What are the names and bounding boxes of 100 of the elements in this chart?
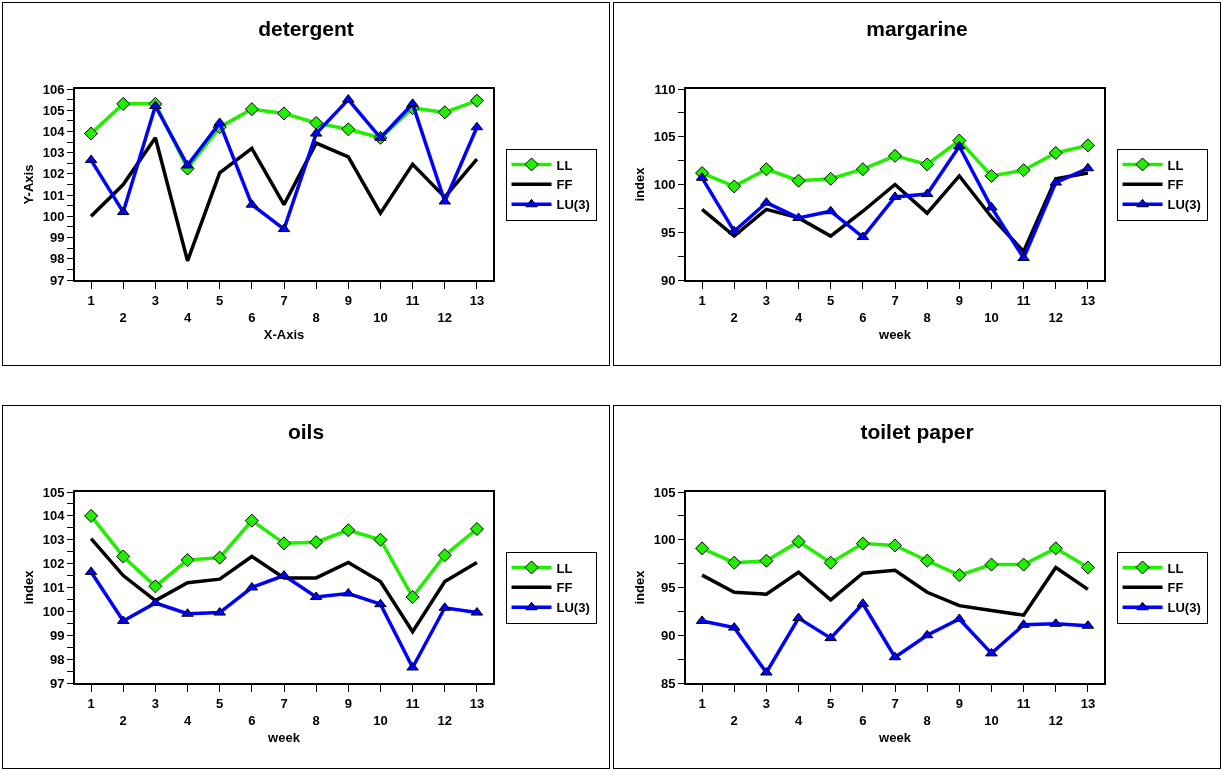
legend-label: LL bbox=[1167, 560, 1184, 576]
y-tick-label: 100 bbox=[42, 208, 65, 224]
y-tick-label: 97 bbox=[49, 272, 65, 288]
y-tick-label: 105 bbox=[653, 129, 676, 145]
x-tick-label: 8 bbox=[312, 712, 320, 728]
y-tick-label: 106 bbox=[42, 81, 65, 97]
x-tick-label: 8 bbox=[923, 712, 931, 728]
x-tick-label: 4 bbox=[794, 309, 803, 325]
x-tick-label: 6 bbox=[859, 309, 867, 325]
y-tick-label: 104 bbox=[42, 123, 66, 139]
legend-label: LU(3) bbox=[1167, 600, 1201, 616]
x-tick-label: 5 bbox=[827, 292, 835, 308]
x-tick-label: 12 bbox=[1048, 309, 1063, 325]
y-tick-label: 102 bbox=[42, 556, 65, 572]
x-axis-title: week bbox=[878, 326, 912, 342]
x-tick-label: 1 bbox=[698, 292, 706, 308]
y-axis-title: Y-Axis bbox=[21, 164, 37, 205]
y-tick-label: 100 bbox=[42, 603, 65, 619]
x-tick-label: 9 bbox=[344, 695, 352, 711]
x-tick-label: 3 bbox=[151, 292, 159, 308]
x-tick-label: 6 bbox=[248, 309, 256, 325]
x-tick-label: 5 bbox=[216, 292, 224, 308]
legend-label: LL bbox=[556, 157, 573, 173]
x-tick-label: 1 bbox=[698, 695, 706, 711]
x-tick-label: 5 bbox=[827, 695, 835, 711]
x-tick-label: 7 bbox=[280, 695, 288, 711]
x-tick-label: 4 bbox=[794, 712, 803, 728]
y-tick-label: 100 bbox=[653, 177, 676, 193]
chart-title: margarine bbox=[866, 16, 968, 40]
x-tick-label: 10 bbox=[373, 712, 388, 728]
x-tick-label: 13 bbox=[1080, 292, 1096, 308]
x-tick-label: 10 bbox=[373, 309, 388, 325]
y-tick-label: 90 bbox=[660, 627, 676, 643]
x-tick-label: 5 bbox=[216, 695, 224, 711]
x-tick-label: 4 bbox=[183, 712, 192, 728]
y-axis-title: index bbox=[632, 569, 648, 605]
legend-label: LU(3) bbox=[556, 600, 590, 616]
x-axis-title: X-Axis bbox=[263, 326, 305, 342]
y-tick-label: 105 bbox=[42, 484, 65, 500]
legend-label: FF bbox=[1167, 580, 1184, 596]
x-tick-label: 11 bbox=[1016, 292, 1031, 308]
y-tick-label: 101 bbox=[42, 580, 65, 596]
legend-label: FF bbox=[1167, 177, 1184, 193]
x-tick-label: 3 bbox=[151, 695, 159, 711]
x-tick-label: 1 bbox=[87, 695, 95, 711]
x-tick-label: 10 bbox=[984, 309, 999, 325]
x-axis-title: week bbox=[267, 729, 301, 745]
legend-label: LU(3) bbox=[556, 197, 590, 213]
chart-title: oils bbox=[287, 419, 325, 443]
y-tick-label: 103 bbox=[42, 145, 65, 161]
x-tick-label: 12 bbox=[437, 309, 452, 325]
x-tick-label: 2 bbox=[730, 712, 738, 728]
x-tick-label: 7 bbox=[891, 292, 899, 308]
x-tick-label: 7 bbox=[891, 695, 899, 711]
y-tick-label: 105 bbox=[42, 102, 65, 118]
y-tick-label: 98 bbox=[49, 651, 65, 667]
x-tick-label: 10 bbox=[984, 712, 999, 728]
x-tick-label: 3 bbox=[762, 292, 770, 308]
y-tick-label: 105 bbox=[653, 484, 676, 500]
y-axis-title: index bbox=[632, 166, 648, 202]
x-tick-label: 11 bbox=[405, 695, 420, 711]
x-tick-label: 9 bbox=[955, 695, 963, 711]
legend-label: LL bbox=[1167, 157, 1184, 173]
x-tick-label: 4 bbox=[183, 309, 192, 325]
x-axis-title: week bbox=[878, 729, 912, 745]
x-tick-label: 3 bbox=[762, 695, 770, 711]
x-tick-label: 13 bbox=[469, 695, 485, 711]
x-tick-label: 1 bbox=[87, 292, 95, 308]
y-tick-label: 110 bbox=[654, 81, 676, 97]
x-tick-label: 9 bbox=[955, 292, 963, 308]
x-tick-label: 7 bbox=[280, 292, 288, 308]
y-tick-label: 95 bbox=[660, 580, 676, 596]
y-tick-label: 85 bbox=[660, 675, 676, 691]
y-axis-title: index bbox=[21, 569, 37, 605]
y-tick-label: 97 bbox=[49, 675, 65, 691]
y-tick-label: 98 bbox=[49, 251, 65, 267]
y-tick-label: 102 bbox=[42, 166, 65, 182]
chart-title: toilet paper bbox=[860, 419, 974, 443]
x-tick-label: 12 bbox=[1048, 712, 1063, 728]
x-tick-label: 9 bbox=[344, 292, 352, 308]
x-tick-label: 6 bbox=[248, 712, 256, 728]
y-tick-label: 101 bbox=[42, 187, 65, 203]
y-tick-label: 103 bbox=[42, 532, 65, 548]
legend-label: LL bbox=[556, 560, 573, 576]
legend-label: FF bbox=[556, 177, 573, 193]
x-tick-label: 8 bbox=[923, 309, 931, 325]
x-tick-label: 12 bbox=[437, 712, 452, 728]
y-tick-label: 100 bbox=[653, 532, 676, 548]
legend-label: LU(3) bbox=[1167, 197, 1201, 213]
x-tick-label: 11 bbox=[1016, 695, 1031, 711]
y-tick-label: 104 bbox=[42, 508, 66, 524]
x-tick-label: 13 bbox=[469, 292, 485, 308]
x-tick-label: 2 bbox=[730, 309, 738, 325]
y-tick-label: 95 bbox=[660, 224, 676, 240]
legend-label: FF bbox=[556, 580, 573, 596]
x-tick-label: 6 bbox=[859, 712, 867, 728]
chart-title: detergent bbox=[258, 16, 354, 40]
y-tick-label: 90 bbox=[660, 272, 676, 288]
x-tick-label: 11 bbox=[405, 292, 420, 308]
x-tick-label: 8 bbox=[312, 309, 320, 325]
